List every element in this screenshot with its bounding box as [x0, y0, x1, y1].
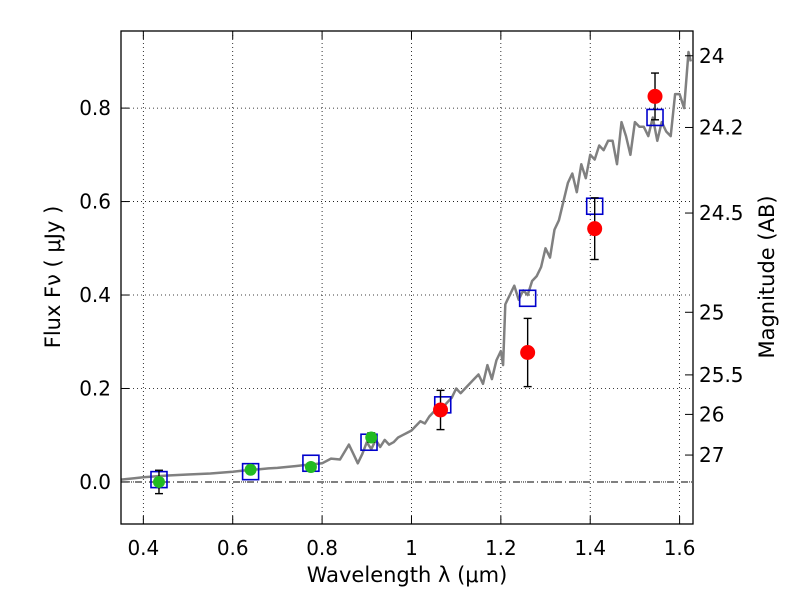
magnitude-tick-label: 24.2 — [699, 115, 744, 139]
observed-photometry-point — [587, 221, 603, 237]
magnitude-tick-label: 27 — [699, 443, 724, 467]
observed-photometry-point — [365, 431, 378, 444]
magnitude-tick-label: 24.5 — [699, 201, 744, 225]
x-axis-title: Wavelength λ (μm) — [307, 563, 508, 587]
magnitude-axis-ticks: 24 24.2 24.5 25 25.5 26 27 — [685, 44, 744, 467]
observed-photometry-layer — [152, 72, 663, 495]
x-tick-label: 1.4 — [574, 536, 606, 560]
magnitude-tick-label: 26 — [699, 402, 724, 426]
observed-photometry-point — [152, 475, 165, 488]
magnitude-axis-title: Magnitude (AB) — [755, 195, 779, 358]
observed-photometry-point — [433, 402, 449, 418]
y-tick-label: 0.0 — [79, 470, 111, 494]
magnitude-tick-label: 25 — [699, 300, 724, 324]
magnitude-tick-label: 24 — [699, 44, 724, 68]
model-photometry-square — [241, 462, 260, 481]
y-axis-title: Flux Fν ( μJy ) — [41, 206, 65, 349]
x-tick-label: 0.8 — [306, 536, 338, 560]
plot-background — [121, 31, 693, 524]
observed-photometry-point — [647, 88, 663, 104]
observed-photometry-point — [304, 460, 317, 473]
observed-photometry-point — [244, 463, 257, 476]
x-tick-label: 1.6 — [664, 536, 696, 560]
magnitude-tick-label: 25.5 — [699, 363, 744, 387]
model-photometry-square — [518, 289, 537, 308]
x-axis-ticks: 0.4 0.6 0.8 1 1.2 1.4 1.6 — [127, 31, 696, 560]
x-tick-label: 0.4 — [127, 536, 159, 560]
y-tick-label: 0.4 — [79, 283, 111, 307]
y-tick-label: 0.2 — [79, 376, 111, 400]
y-axis-ticks: 0.0 0.2 0.4 0.6 0.8 — [79, 96, 129, 494]
observed-photometry-point — [520, 345, 536, 361]
y-tick-label: 0.8 — [79, 96, 111, 120]
x-tick-label: 1.2 — [485, 536, 517, 560]
y-tick-label: 0.6 — [79, 190, 111, 214]
x-tick-label: 0.6 — [217, 536, 249, 560]
plot-frame — [120, 30, 694, 525]
x-tick-label: 1 — [405, 536, 418, 560]
